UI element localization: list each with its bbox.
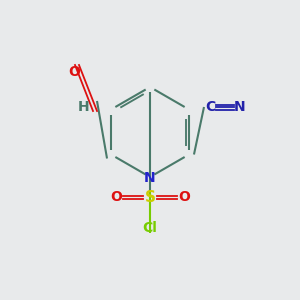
Text: O: O [110, 190, 122, 204]
Text: O: O [68, 65, 80, 79]
Text: Cl: Cl [142, 221, 158, 235]
Text: N: N [144, 171, 156, 185]
Text: S: S [145, 190, 155, 205]
Text: O: O [178, 190, 190, 204]
Text: H: H [78, 100, 90, 114]
Text: N: N [234, 100, 246, 114]
Text: C: C [205, 100, 215, 114]
